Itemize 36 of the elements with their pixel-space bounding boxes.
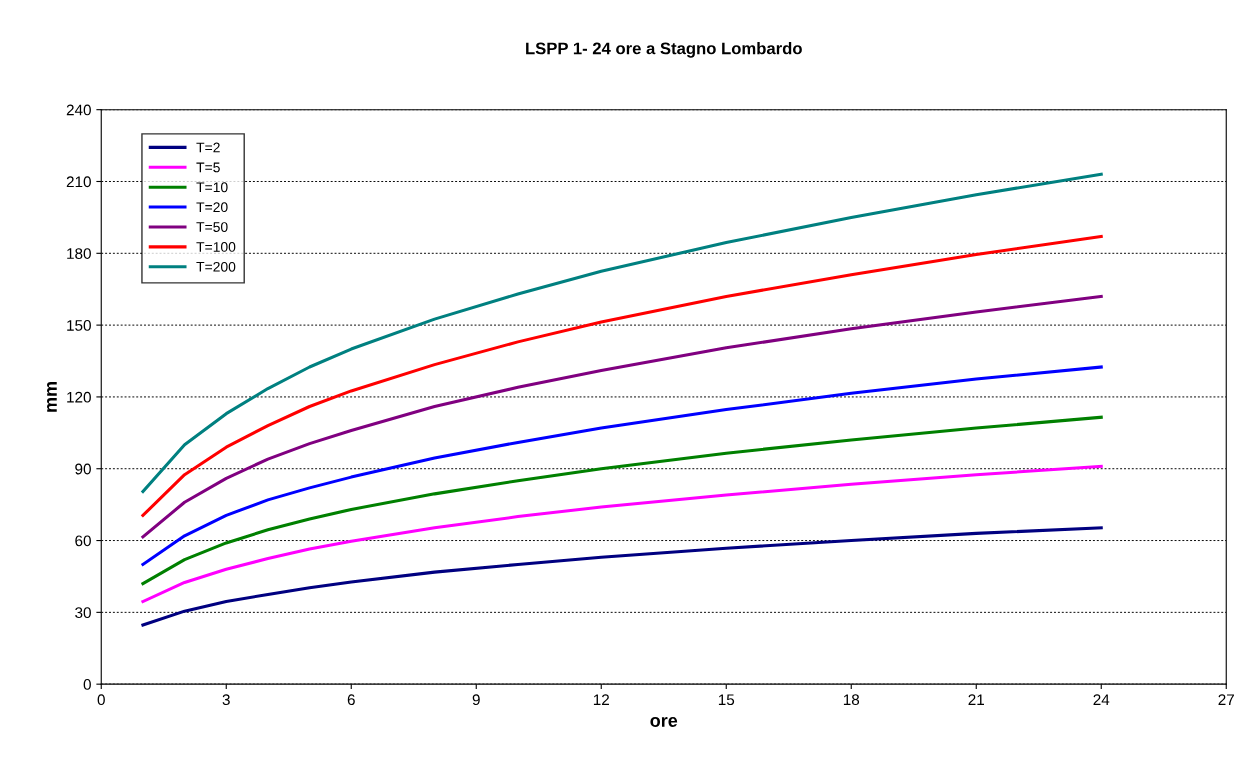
x-tick-label: 0 — [97, 694, 105, 706]
y-tick-label: 120 — [67, 391, 91, 403]
y-tick-label: 0 — [83, 679, 91, 690]
y-tick-label: 210 — [66, 176, 91, 188]
line-series — [141, 415, 1103, 586]
line-series — [141, 294, 1103, 539]
legend-label: T=2 — [196, 142, 220, 153]
y-tick-label: 180 — [67, 248, 91, 259]
x-tick-label: 12 — [593, 694, 609, 705]
legend-label: T=10 — [196, 182, 228, 193]
y-axis-title: mm — [47, 381, 57, 412]
line-series — [141, 464, 1103, 604]
x-tick-label: 21 — [968, 694, 984, 705]
legend-label: T=100 — [196, 242, 236, 252]
y-tick-label: 150 — [67, 319, 91, 331]
y-tick-label: 30 — [75, 607, 91, 619]
x-tick-label: 9 — [472, 694, 480, 706]
y-tick-label: 240 — [66, 104, 91, 116]
x-tick-label: 15 — [718, 694, 735, 706]
x-tick-label: 24 — [1093, 694, 1110, 705]
x-tick-label: 6 — [347, 694, 355, 706]
x-tick-label: 18 — [843, 694, 860, 706]
line-series — [141, 172, 1103, 493]
x-tick-label: 3 — [222, 694, 230, 706]
legend-label: T=5 — [196, 162, 220, 173]
line-series — [141, 365, 1103, 567]
y-tick-label: 90 — [75, 463, 91, 475]
legend-label: T=200 — [196, 261, 236, 272]
legend-label: T=20 — [196, 202, 228, 213]
x-tick-label: 27 — [1218, 694, 1234, 705]
line-series — [141, 235, 1103, 517]
legend-label: T=50 — [196, 222, 228, 232]
line-series — [141, 526, 1103, 627]
chart-title: LSPP 1- 24 ore a Stagno Lombardo — [526, 42, 802, 58]
y-tick-label: 60 — [75, 535, 91, 547]
x-axis-title: ore — [650, 717, 678, 727]
